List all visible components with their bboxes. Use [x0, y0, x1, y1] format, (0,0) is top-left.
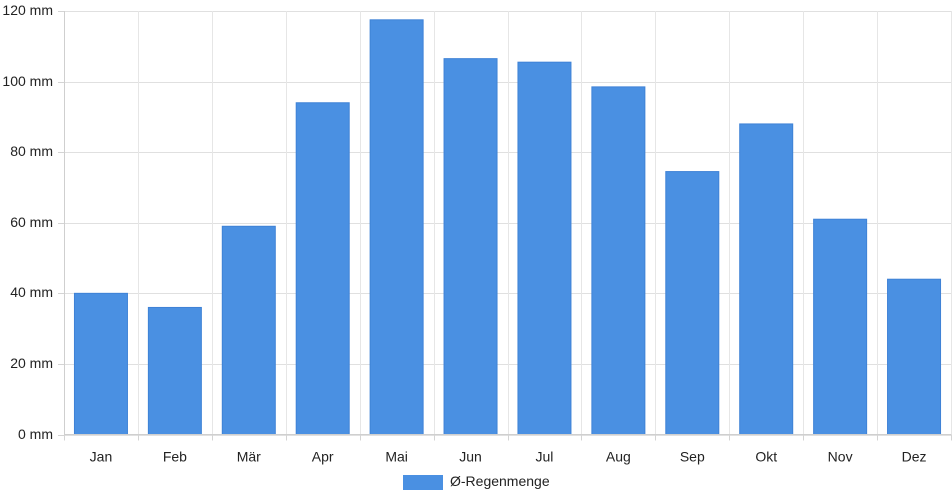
- y-tick-label: 0 mm: [18, 426, 53, 442]
- bar-mär[interactable]: [221, 225, 276, 435]
- y-tick-label: 60 mm: [10, 214, 53, 230]
- x-tick-label: Jun: [459, 449, 482, 465]
- x-tick-label: Mär: [237, 449, 261, 465]
- legend-label[interactable]: Ø-Regenmenge: [450, 473, 550, 489]
- bars-layer: [73, 19, 942, 436]
- x-tick-label: Sep: [680, 449, 705, 465]
- x-tick-label: Apr: [312, 449, 334, 465]
- y-tick-label: 20 mm: [10, 355, 53, 371]
- x-tick-label: Mai: [385, 449, 408, 465]
- x-tick-label: Dez: [902, 449, 927, 465]
- x-tick-label: Nov: [828, 449, 853, 465]
- y-tick-label: 40 mm: [10, 284, 53, 300]
- bar-aug[interactable]: [591, 86, 646, 436]
- y-tick-label: 80 mm: [10, 143, 53, 159]
- bar-nov[interactable]: [813, 218, 868, 435]
- x-tick-label: Aug: [606, 449, 631, 465]
- x-tick-label: Okt: [755, 449, 777, 465]
- bar-sep[interactable]: [665, 171, 720, 435]
- bar-okt[interactable]: [739, 123, 794, 436]
- bar-jun[interactable]: [443, 58, 498, 436]
- grid-layer: [64, 11, 952, 436]
- x-tick-label: Jul: [536, 449, 554, 465]
- bar-dez[interactable]: [887, 278, 942, 436]
- bar-feb[interactable]: [147, 306, 202, 436]
- bar-mai[interactable]: [369, 19, 424, 436]
- bar-apr[interactable]: [295, 102, 350, 435]
- bar-jan[interactable]: [73, 292, 128, 436]
- y-tick-label: 100 mm: [2, 73, 53, 89]
- legend-swatch[interactable]: [403, 475, 443, 490]
- y-tick-label: 120 mm: [2, 2, 53, 18]
- legend[interactable]: Ø-Regenmenge: [403, 473, 550, 490]
- x-tick-label: Feb: [163, 449, 187, 465]
- axes-layer: 0 mm 20 mm 40 mm 60 mm 80 mm 100 mm 120 mm Jan F…: [2, 2, 952, 465]
- x-tick-label: Jan: [90, 449, 113, 465]
- bar-jul[interactable]: [517, 61, 572, 436]
